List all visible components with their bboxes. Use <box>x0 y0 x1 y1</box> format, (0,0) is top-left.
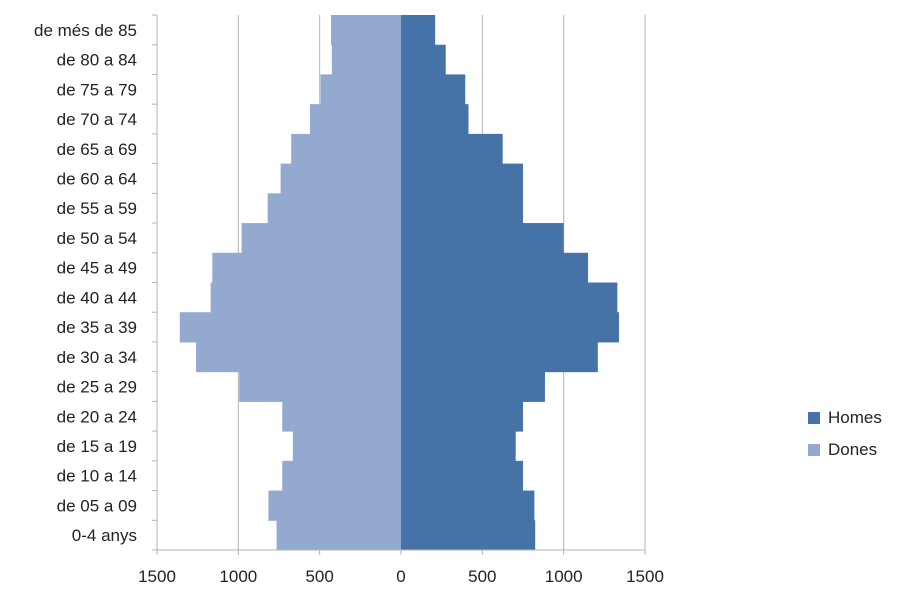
bar-homes-17 <box>401 520 536 551</box>
bar-dones-14 <box>292 431 401 462</box>
bar-dones-7 <box>241 223 401 254</box>
category-label: de 75 a 79 <box>57 80 137 99</box>
bar-dones-3 <box>309 104 401 135</box>
category-label: de 05 a 09 <box>57 496 137 515</box>
legend-label-homes: Homes <box>828 408 882 427</box>
bar-dones-2 <box>320 74 401 105</box>
x-tick-label: 1000 <box>545 567 583 586</box>
bar-dones-0 <box>331 15 401 46</box>
bar-homes-11 <box>401 341 598 373</box>
bar-dones-1 <box>331 44 401 75</box>
x-tick-label: 1000 <box>219 567 257 586</box>
bar-homes-15 <box>401 460 523 492</box>
bar-homes-4 <box>401 133 503 165</box>
bars <box>179 15 619 551</box>
bar-dones-10 <box>179 312 401 343</box>
category-label: de 60 a 64 <box>57 169 137 188</box>
bar-homes-6 <box>401 193 523 224</box>
category-label: 0-4 anys <box>72 526 137 545</box>
x-tick-label: 500 <box>305 567 333 586</box>
bar-homes-10 <box>401 312 619 343</box>
bar-dones-6 <box>267 193 401 224</box>
category-label: de més de 85 <box>34 21 137 40</box>
category-label: de 25 a 29 <box>57 378 137 397</box>
x-tick-label: 1500 <box>626 567 664 586</box>
bar-dones-15 <box>282 460 401 492</box>
bar-dones-5 <box>280 163 401 194</box>
x-tick-label: 1500 <box>138 567 176 586</box>
bar-homes-13 <box>401 401 523 432</box>
bar-homes-3 <box>401 104 469 135</box>
bar-dones-16 <box>268 490 401 521</box>
bar-dones-11 <box>196 341 401 373</box>
bar-dones-13 <box>282 401 401 432</box>
category-label: de 20 a 24 <box>57 407 137 426</box>
bar-homes-16 <box>401 490 535 521</box>
category-labels: de més de 85 de 80 a 84 de 75 a 79 de 70 a … <box>34 21 137 545</box>
category-label: de 50 a 54 <box>57 229 137 248</box>
axes <box>152 14 646 555</box>
category-label: de 65 a 69 <box>57 140 137 159</box>
bar-dones-12 <box>239 371 401 402</box>
category-label: de 30 a 34 <box>57 348 137 367</box>
x-tick-label: 0 <box>396 567 405 586</box>
bar-homes-1 <box>401 44 446 75</box>
bar-dones-8 <box>212 252 401 283</box>
category-label: de 15 a 19 <box>57 437 137 456</box>
category-label: de 55 a 59 <box>57 199 137 218</box>
category-label: de 40 a 44 <box>57 288 137 307</box>
legend-label-dones: Dones <box>828 440 878 459</box>
legend-item-homes: Homes <box>808 402 882 434</box>
legend-swatch-homes <box>808 412 820 424</box>
category-label: de 80 a 84 <box>57 51 137 70</box>
bar-homes-7 <box>401 223 564 254</box>
category-label: de 35 a 39 <box>57 318 137 337</box>
tick-labels: 1500 1000 500 0 500 1000 1500 <box>138 567 664 586</box>
category-label: de 70 a 74 <box>57 110 137 129</box>
legend-swatch-dones <box>808 444 820 456</box>
bar-homes-0 <box>401 15 436 46</box>
category-label: de 45 a 49 <box>57 259 137 278</box>
legend-item-dones: Dones <box>808 434 882 466</box>
bar-homes-14 <box>401 431 516 462</box>
bar-homes-5 <box>401 163 523 194</box>
bar-dones-17 <box>276 520 401 551</box>
x-tick-label: 500 <box>468 567 496 586</box>
legend: Homes Dones <box>808 402 882 466</box>
bar-homes-8 <box>401 252 589 283</box>
bar-homes-12 <box>401 371 545 402</box>
bar-dones-4 <box>291 133 401 165</box>
bar-homes-9 <box>401 282 618 313</box>
category-label: de 10 a 14 <box>57 467 137 486</box>
bar-dones-9 <box>210 282 401 313</box>
bar-homes-2 <box>401 74 466 105</box>
